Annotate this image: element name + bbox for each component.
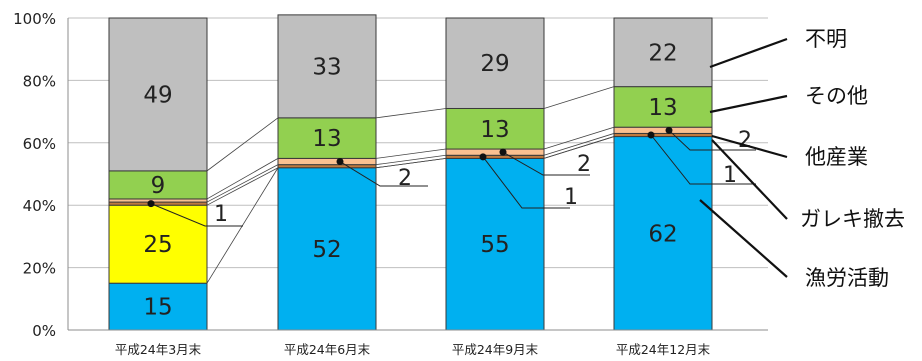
- data-label: 2: [738, 128, 752, 153]
- leader-line: [339, 161, 428, 187]
- y-tick-label: 100%: [13, 10, 56, 28]
- data-label: 22: [648, 40, 677, 66]
- leader-line: [650, 134, 756, 185]
- legend-pointer-unknown: [709, 37, 788, 69]
- bar-segment-unknown: [108, 17, 208, 172]
- connector-line: [375, 108, 447, 119]
- bar-segment-unknown: [277, 14, 377, 119]
- legend-label-other: その他: [805, 84, 868, 108]
- connector-line: [375, 154, 447, 166]
- data-label: 1: [564, 185, 578, 210]
- leader-line: [502, 151, 590, 176]
- bar-segment-unknown: [445, 17, 545, 109]
- legend: 漁労活動 ガレキ撤去 他産業 その他 不明: [699, 27, 905, 290]
- y-tick-label: 0%: [32, 322, 56, 340]
- bar-segment-fishing: [108, 282, 208, 331]
- data-label: 49: [143, 82, 172, 108]
- data-label: 55: [480, 232, 509, 258]
- connector-line: [206, 167, 279, 284]
- connector-line: [375, 148, 447, 159]
- legend-label-unknown: 不明: [805, 27, 847, 51]
- bar-segment-fishing: [445, 157, 545, 331]
- data-label: 1: [214, 202, 228, 227]
- data-label: 33: [312, 54, 341, 80]
- legend-label-other_industry: 他産業: [805, 145, 868, 169]
- data-label: 15: [143, 295, 172, 321]
- bar-segment-other_industry: [613, 126, 713, 134]
- series-connector-lines: [206, 86, 615, 284]
- leader-line: [482, 156, 570, 209]
- leader-dot: [499, 148, 507, 156]
- y-tick-label: 80%: [23, 72, 56, 90]
- bar-segment-other: [613, 86, 713, 128]
- x-tick-label: 平成24年9月末: [452, 342, 539, 357]
- x-tick-label: 平成24年6月末: [284, 342, 371, 357]
- y-tick-label: 60%: [23, 135, 56, 153]
- bar-segment-other: [445, 107, 545, 150]
- data-label: 25: [143, 232, 172, 258]
- connector-line: [206, 167, 279, 206]
- legend-pointer-rubble: [711, 139, 788, 220]
- bar-segment-other_industry: [445, 148, 545, 156]
- connector-line: [206, 164, 279, 203]
- bar-segment-unknown: [613, 17, 713, 88]
- leader-line: [150, 203, 243, 227]
- leader-dot: [647, 131, 655, 139]
- data-label: 52: [312, 237, 341, 263]
- legend-pointer-other_industry: [711, 134, 788, 159]
- data-label: 13: [480, 117, 509, 143]
- data-label: 13: [648, 95, 677, 121]
- y-tick-label: 20%: [23, 260, 56, 278]
- leader-dot: [479, 153, 487, 161]
- bar-segment-other: [108, 170, 208, 200]
- data-label: 29: [480, 51, 509, 77]
- x-tick-label: 平成24年3月末: [115, 342, 202, 357]
- bar-segment-fishing: [277, 167, 377, 331]
- leader-dot: [147, 200, 155, 208]
- legend-label-rubble: ガレキ撤去: [800, 207, 905, 231]
- leader-line: [668, 129, 756, 151]
- connector-line: [375, 158, 447, 169]
- data-label: 1: [723, 163, 737, 188]
- data-label: 2: [398, 166, 412, 191]
- legend-label-fishing: 漁労活動: [805, 266, 889, 290]
- connector-line: [543, 133, 615, 156]
- x-axis: 平成24年3月末 平成24年6月末 平成24年9月末 平成24年12月末: [68, 329, 768, 357]
- connector-line: [543, 136, 615, 159]
- bar-segment-other: [277, 117, 377, 159]
- bar-segment-fishing: [613, 136, 713, 331]
- y-tick-label: 40%: [23, 197, 56, 215]
- leader-dot: [665, 126, 673, 134]
- connector-line: [543, 86, 615, 109]
- data-label: 9: [151, 173, 166, 199]
- leader-dot: [336, 158, 344, 166]
- x-tick-label: 平成24年12月末: [616, 342, 711, 357]
- data-label: 13: [312, 126, 341, 152]
- connector-line: [543, 126, 615, 150]
- legend-pointer-fishing: [699, 199, 788, 278]
- connector-line: [206, 158, 279, 200]
- y-axis: 0% 20% 40% 60% 80% 100%: [13, 10, 69, 340]
- connector-line: [206, 117, 279, 172]
- legend-pointer-other: [709, 94, 788, 114]
- data-label: 62: [648, 221, 677, 247]
- data-label: 2: [577, 152, 591, 177]
- bar-segment-other_industry: [277, 157, 377, 166]
- bar-segment-yellow: [108, 204, 208, 284]
